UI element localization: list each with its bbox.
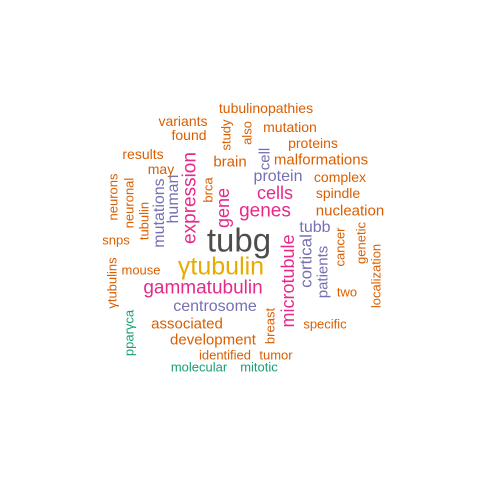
word-specific: specific — [303, 316, 347, 332]
word-identified: identified — [198, 347, 252, 363]
word-breast: breast — [262, 307, 278, 345]
word-associated: associated — [151, 315, 223, 333]
word-mutation: mutation — [263, 119, 317, 135]
word-gammatubulin: gammatubulin — [143, 277, 263, 299]
word-also: also — [239, 121, 255, 145]
word-human: human — [165, 174, 182, 224]
word-neuronal: neuronal — [121, 177, 137, 229]
word-mitotic: mitotic — [240, 359, 278, 375]
word-may: may — [147, 161, 175, 177]
word-two: two — [336, 284, 358, 300]
word-cells: cells — [256, 183, 294, 203]
word-malformations: malformations — [273, 151, 369, 169]
word-gene: gene — [213, 187, 233, 229]
word-development: development — [170, 331, 256, 349]
word-variants: variants — [158, 113, 208, 129]
word-expression: expression — [179, 152, 201, 244]
word-genetic: genetic — [353, 222, 369, 264]
word-proteins: proteins — [288, 135, 338, 151]
word-tumor: tumor — [259, 347, 293, 363]
word-tubg: tubg — [206, 221, 272, 259]
word-localization: localization — [368, 243, 384, 309]
word-tubulin: tubulin — [136, 201, 152, 241]
word-snps: snps — [102, 232, 130, 248]
word-genes: genes — [239, 200, 291, 222]
word-tubb: tubb — [299, 219, 331, 236]
word-brain: brain — [213, 153, 247, 171]
word-gamma-tubulin: γtubulin — [177, 252, 265, 281]
word-found: found — [171, 127, 207, 143]
word-protein: protein — [253, 168, 303, 185]
word-ppargca: pparγca — [121, 309, 137, 357]
word-tubulinopathies: tubulinopathies — [218, 100, 314, 116]
word-spindle: spindle — [315, 185, 361, 201]
word-brca: brca — [200, 177, 216, 203]
word-cortical: cortical — [296, 234, 316, 288]
word-centrosome: centrosome — [173, 298, 257, 315]
word-patients: patients — [314, 245, 332, 299]
word-molecular: molecular — [170, 359, 228, 375]
word-mouse: mouse — [121, 262, 161, 278]
word-study: study — [218, 119, 234, 151]
word-gamma-tubulins: γtubulins — [104, 257, 120, 309]
word-results: results — [122, 146, 164, 162]
word-nucleation: nucleation — [315, 202, 385, 220]
word-cancer: cancer — [332, 227, 348, 267]
word-microtubule: microtubule — [278, 234, 298, 328]
word-complex: complex — [313, 169, 367, 185]
word-cell: cell — [256, 147, 274, 171]
word-neurons: neurons — [105, 173, 121, 221]
